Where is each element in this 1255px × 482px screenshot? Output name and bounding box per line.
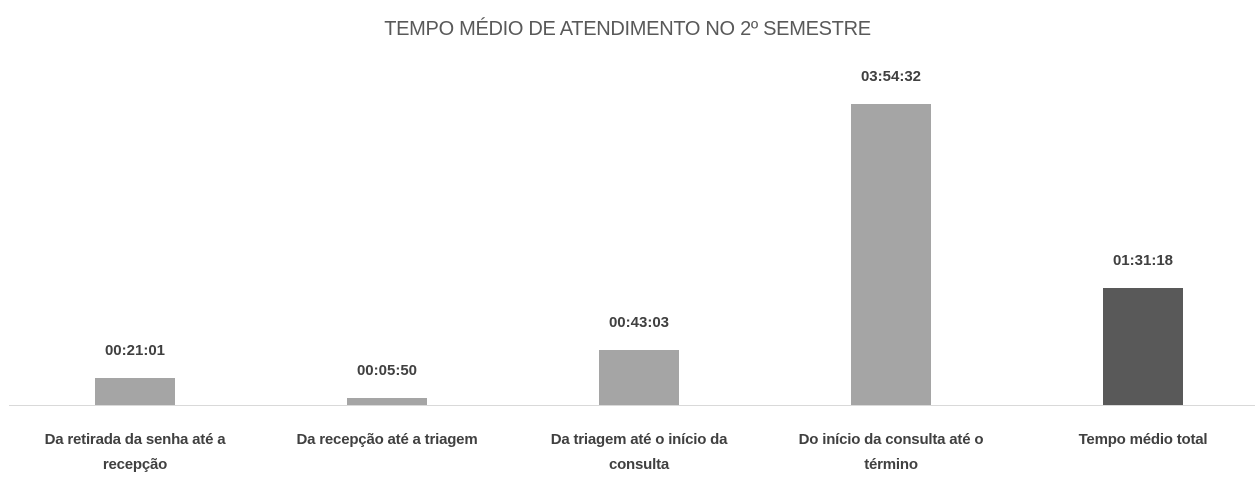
bar	[599, 349, 679, 405]
data-label: 00:05:50	[356, 361, 418, 379]
data-label: 03:54:32	[860, 68, 922, 85]
x-tick-label: Da recepção até a triagem	[296, 431, 478, 448]
bar	[1103, 287, 1183, 405]
bar	[95, 378, 175, 405]
x-tick-label: Tempo médio total	[1078, 431, 1208, 448]
chart-title: TEMPO MÉDIO DE ATENDIMENTO NO 2º SEMESTR…	[384, 18, 871, 40]
axis-line	[9, 405, 1255, 406]
bar	[347, 397, 427, 405]
x-tick-label: Da retirada da senha até a recepção	[44, 431, 226, 473]
data-label: 01:31:18	[1112, 251, 1174, 269]
x-tick-label: Do início da consulta até o término	[798, 431, 984, 473]
bar	[851, 104, 931, 405]
x-tick-label: Da triagem até o início da consulta	[550, 431, 728, 473]
data-label: 00:21:01	[104, 342, 166, 360]
data-label: 00:43:03	[608, 313, 670, 331]
